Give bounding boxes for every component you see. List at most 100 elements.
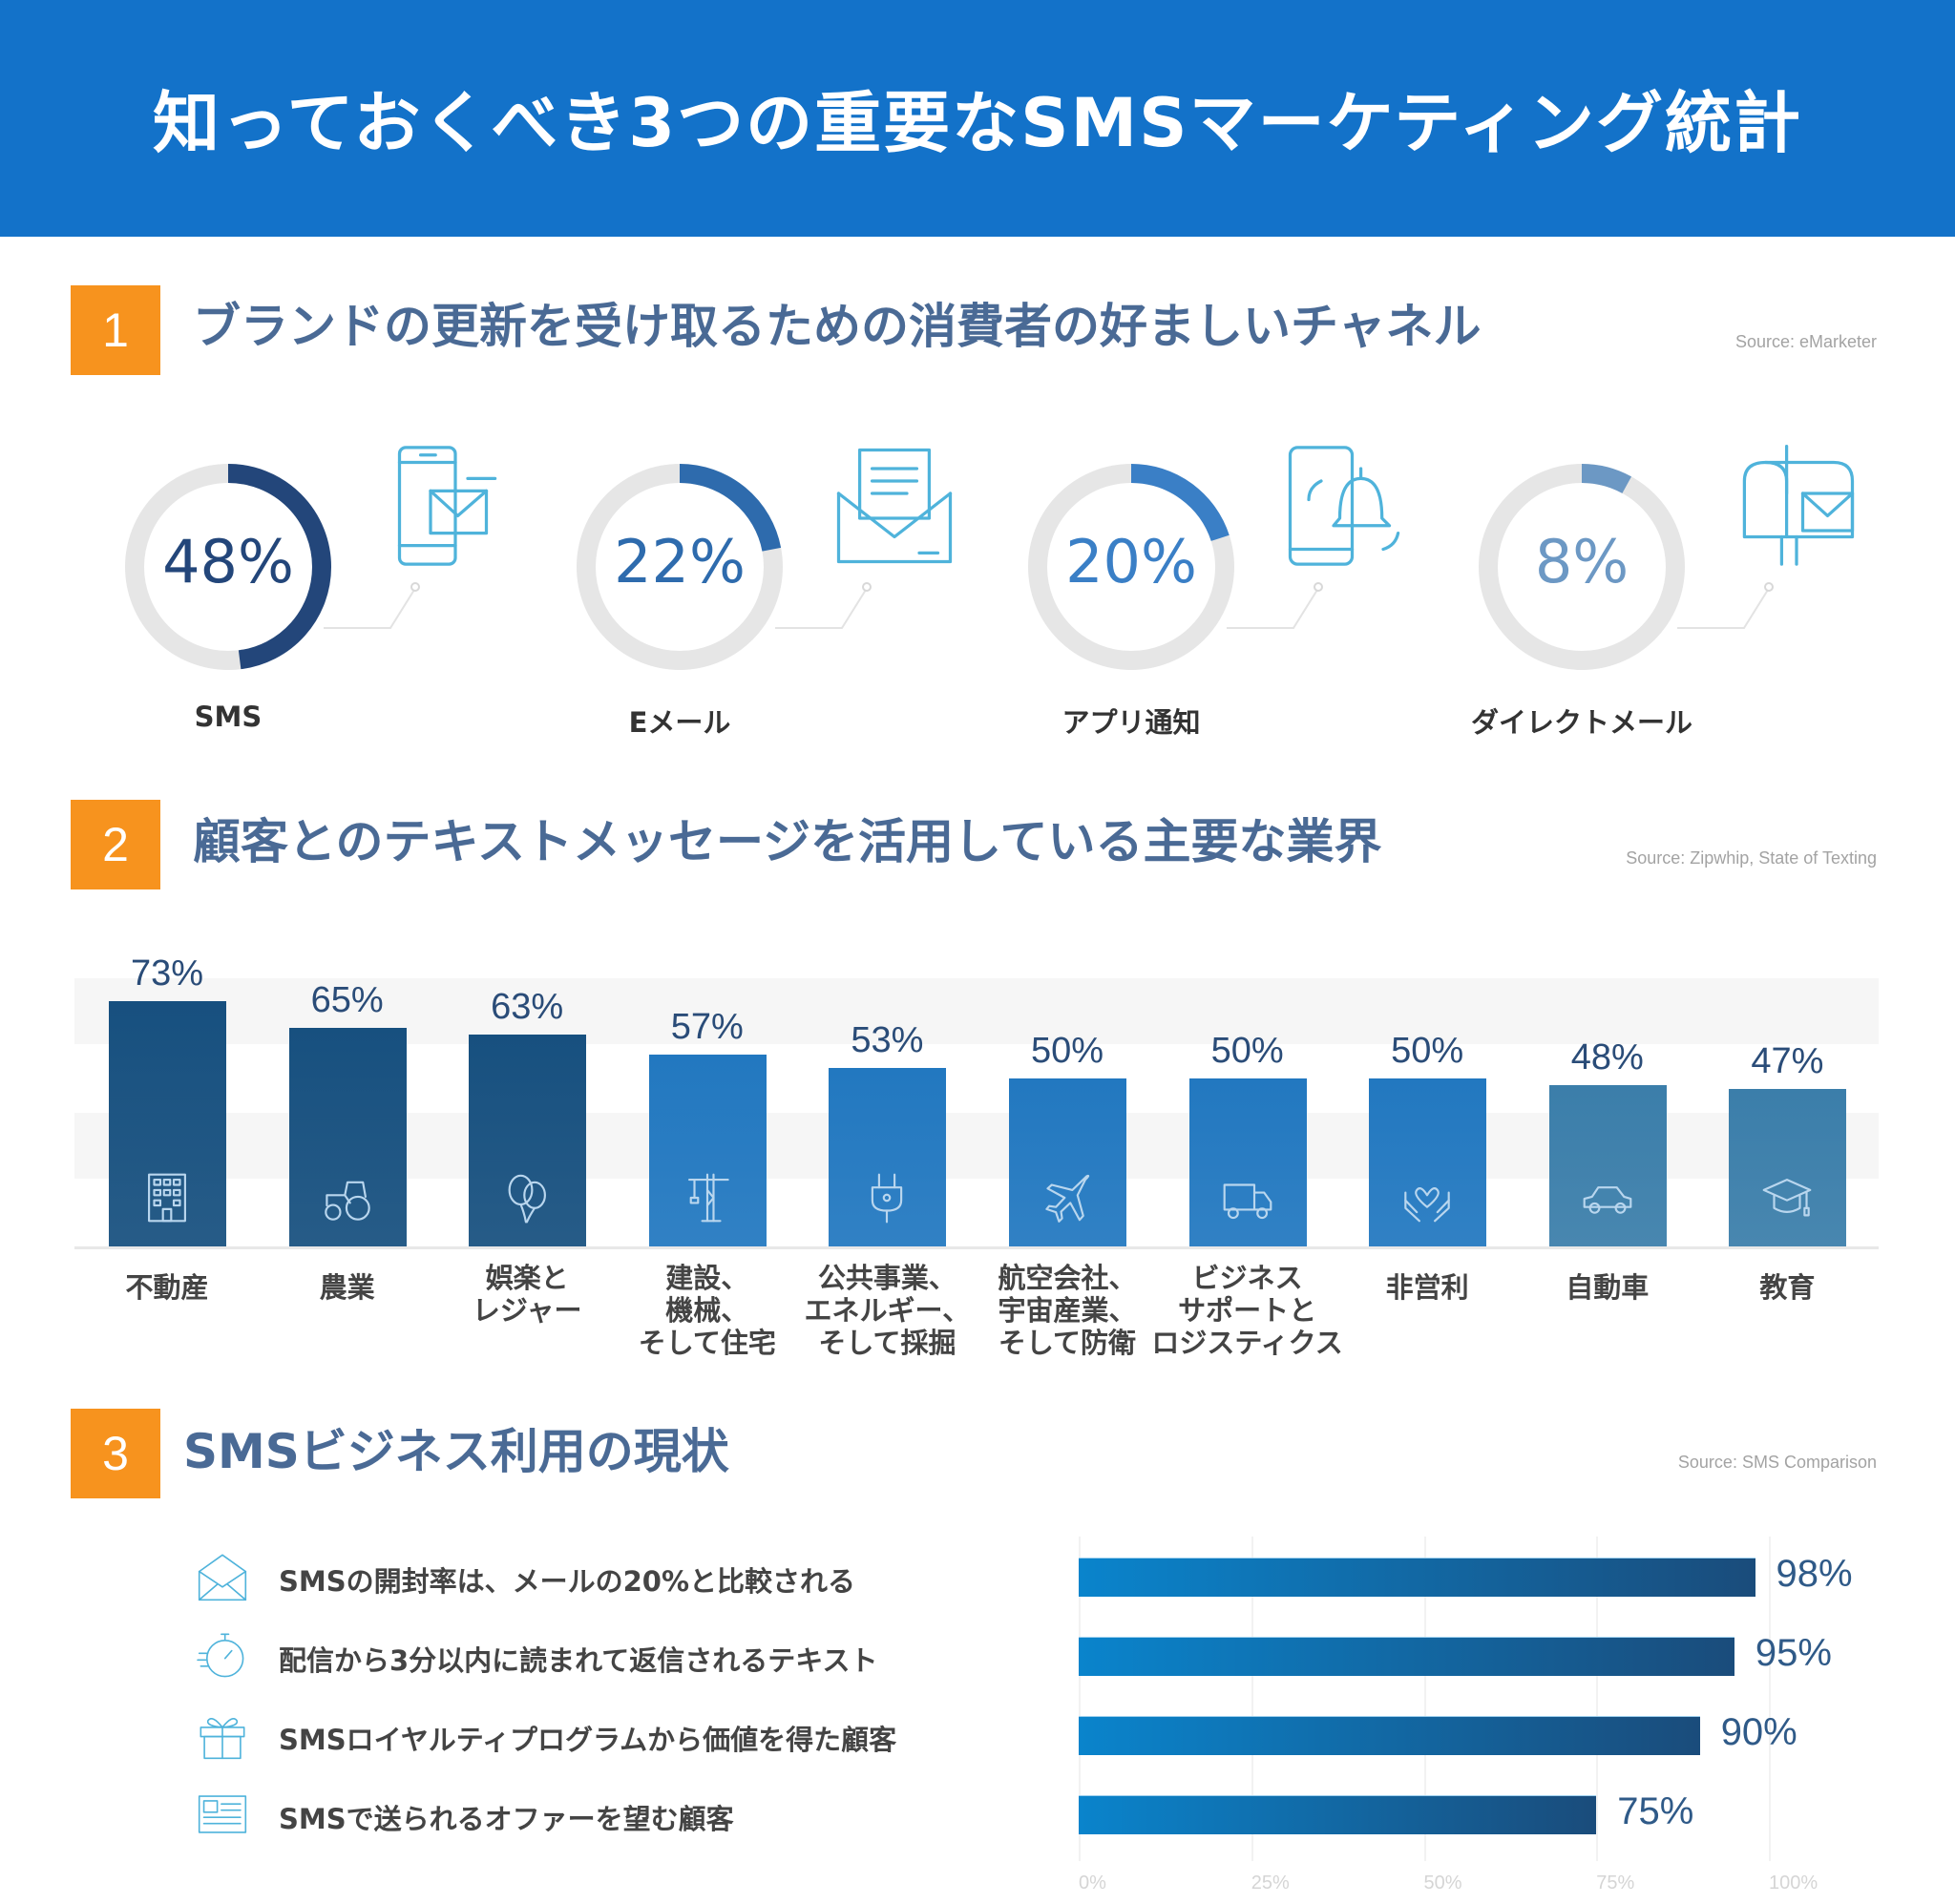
category-label-line: サポートと bbox=[1178, 1294, 1317, 1327]
connector-line bbox=[1227, 582, 1323, 629]
donut-value: 20% bbox=[1065, 527, 1197, 596]
bar-value-label: 73% bbox=[130, 953, 204, 994]
bar-value-label: 50% bbox=[1391, 1031, 1464, 1071]
category-label-line: 宇宙産業、 bbox=[998, 1294, 1137, 1327]
plug-icon bbox=[861, 1172, 913, 1227]
horizontal-bar bbox=[1079, 1795, 1597, 1834]
car-icon bbox=[1582, 1172, 1633, 1227]
horizontal-bar bbox=[1079, 1637, 1734, 1676]
stopwatch-icon bbox=[197, 1630, 248, 1685]
stat-description: SMSで送られるオファーを望む顧客 bbox=[279, 1803, 734, 1835]
baseline bbox=[74, 1246, 1879, 1249]
donut-4 bbox=[1479, 464, 1685, 670]
gridline bbox=[1079, 1537, 1081, 1861]
bar-value-label: 48% bbox=[1570, 1037, 1644, 1078]
donut-arc bbox=[125, 464, 331, 670]
bar-value-label: 63% bbox=[491, 987, 564, 1028]
section-title-1: ブランドの更新を受け取るための消費者の好ましいチャネル bbox=[193, 299, 1482, 354]
bar-value-label: 50% bbox=[1210, 1031, 1284, 1071]
category-label: 自動車 bbox=[1503, 1271, 1713, 1304]
x-tick-label: 75% bbox=[1596, 1873, 1635, 1894]
category-label-line: 教育 bbox=[1759, 1271, 1816, 1304]
donut-arc bbox=[1479, 464, 1685, 670]
category-label-line: 娯楽と bbox=[485, 1262, 569, 1294]
stat-description: SMSロイヤルティプログラムから価値を得た顧客 bbox=[279, 1724, 897, 1756]
section-title-3: SMSビジネス利用の現状 bbox=[183, 1424, 729, 1479]
industry-bar bbox=[1188, 1078, 1307, 1246]
envelope-letter-icon bbox=[832, 444, 956, 572]
horizontal-bar bbox=[1079, 1558, 1755, 1597]
category-label-line: 建設、 bbox=[665, 1262, 749, 1294]
heart-hands-icon bbox=[1401, 1172, 1453, 1227]
page-title: 知っておくべき3つの重要なSMSマーケティング統計 bbox=[153, 84, 1802, 162]
section-source-3: Source: SMS Comparison bbox=[1677, 1453, 1877, 1472]
donut-label: Eメール bbox=[628, 706, 731, 739]
envelope-open-icon bbox=[197, 1551, 248, 1606]
bar-value-label: 53% bbox=[851, 1020, 924, 1061]
bar-value-label: 57% bbox=[670, 1007, 744, 1048]
x-tick-label: 50% bbox=[1423, 1873, 1462, 1894]
phone-message-icon bbox=[381, 444, 505, 572]
airplane-icon bbox=[1041, 1172, 1093, 1227]
bar-value-label: 65% bbox=[310, 980, 384, 1021]
balloons-icon bbox=[501, 1172, 553, 1227]
category-label: 不動産 bbox=[62, 1271, 272, 1304]
bar-value-label: 50% bbox=[1030, 1031, 1104, 1071]
donut-label: ダイレクトメール bbox=[1470, 706, 1692, 739]
category-label-line: 公共事業、 bbox=[817, 1262, 956, 1294]
category-label: 農業 bbox=[242, 1271, 452, 1304]
category-label-line: 不動産 bbox=[125, 1271, 209, 1304]
industry-bar bbox=[1548, 1085, 1667, 1246]
truck-icon bbox=[1222, 1172, 1273, 1227]
phone-bell-icon bbox=[1284, 444, 1408, 572]
bar-value-label: 75% bbox=[1617, 1790, 1694, 1832]
gridline bbox=[1769, 1537, 1771, 1861]
category-label-line: 航空会社、 bbox=[998, 1262, 1137, 1294]
section-number-2: 2 bbox=[71, 800, 160, 889]
industry-bar bbox=[469, 1035, 587, 1246]
industry-bar bbox=[1369, 1078, 1487, 1246]
category-label-line: 非営利 bbox=[1385, 1271, 1469, 1304]
donut-3 bbox=[1028, 464, 1234, 670]
gridline bbox=[1423, 1537, 1426, 1861]
category-label-line: そして採掘 bbox=[818, 1327, 956, 1359]
category-label-line: レジャー bbox=[472, 1294, 582, 1327]
crane-icon bbox=[682, 1172, 733, 1227]
coupon-icon bbox=[197, 1789, 248, 1844]
category-label-line: ビジネス bbox=[1191, 1262, 1303, 1294]
gridline bbox=[1251, 1537, 1253, 1861]
donut-value: 48% bbox=[162, 527, 294, 596]
category-label-line: ロジスティクス bbox=[1151, 1327, 1343, 1359]
tractor-icon bbox=[322, 1172, 373, 1227]
category-label-line: そして住宅 bbox=[638, 1327, 776, 1359]
section-title-2: 顧客とのテキストメッセージを活用している主要な業界 bbox=[193, 814, 1382, 869]
category-label: 非営利 bbox=[1322, 1271, 1532, 1304]
section-source-1: Source: eMarketer bbox=[1734, 332, 1877, 351]
industry-bar bbox=[1009, 1078, 1126, 1246]
category-label-line: 機械、 bbox=[665, 1294, 749, 1327]
connector-line bbox=[775, 582, 872, 629]
bar-value-label: 95% bbox=[1755, 1632, 1832, 1674]
category-label-line: そして防衛 bbox=[998, 1327, 1137, 1359]
stat-description: SMSの開封率は、メールの20%と比較される bbox=[279, 1565, 856, 1598]
donut-label: SMS bbox=[194, 701, 263, 733]
stat-description: 配信から3分以内に読まれて返信されるテキスト bbox=[279, 1644, 878, 1677]
bar-value-label: 90% bbox=[1720, 1711, 1797, 1753]
donut-value: 22% bbox=[614, 527, 746, 596]
industry-bar bbox=[109, 1001, 226, 1246]
bar-value-label: 98% bbox=[1776, 1553, 1853, 1595]
section-number-3: 3 bbox=[71, 1409, 160, 1498]
connector-line bbox=[324, 582, 420, 629]
bar-value-label: 47% bbox=[1751, 1040, 1824, 1081]
category-label: ビジネス サポートと ロジスティクス bbox=[1143, 1262, 1353, 1359]
category-label-line: 農業 bbox=[319, 1271, 375, 1304]
gridline bbox=[1596, 1537, 1599, 1861]
x-tick-label: 0% bbox=[1079, 1873, 1106, 1894]
graduation-cap-icon bbox=[1761, 1172, 1813, 1227]
category-label: 娯楽と レジャー bbox=[422, 1262, 632, 1327]
category-label: 航空会社、 宇宙産業、 そして防衛 bbox=[962, 1262, 1172, 1359]
section-source-2: Source: Zipwhip, State of Texting bbox=[1626, 848, 1877, 868]
donut-value: 8% bbox=[1534, 527, 1629, 596]
building-icon bbox=[141, 1172, 193, 1227]
industry-bar bbox=[288, 1028, 407, 1246]
